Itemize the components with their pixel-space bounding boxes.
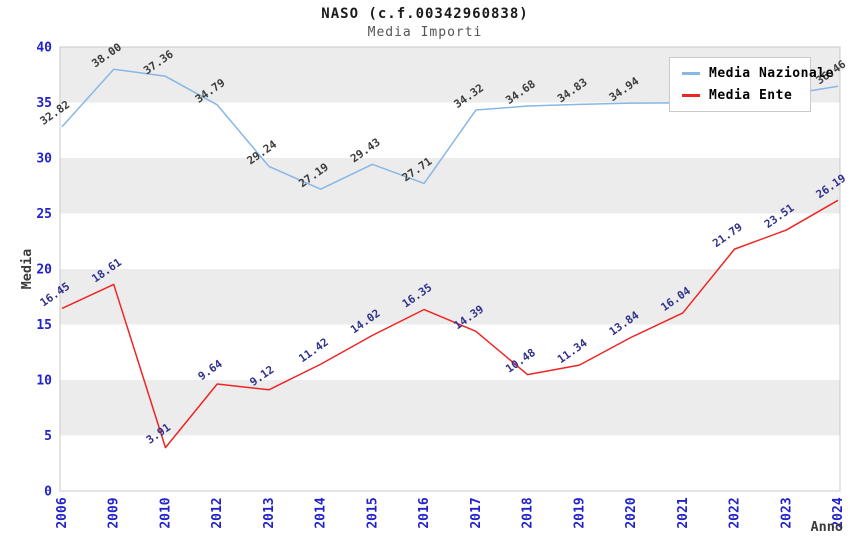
x-tick-label: 2015 bbox=[365, 497, 380, 528]
x-tick-label: 2020 bbox=[624, 497, 639, 528]
chart-subtitle: Media Importi bbox=[367, 24, 483, 40]
grid-band bbox=[60, 380, 840, 436]
x-tick-label: 2009 bbox=[107, 497, 122, 528]
y-tick-label: 35 bbox=[36, 96, 52, 111]
x-tick-label: 2017 bbox=[469, 497, 484, 528]
x-tick-label: 2019 bbox=[572, 497, 587, 528]
x-tick-label: 2016 bbox=[417, 497, 432, 528]
legend-entry-media-ente: Media Ente bbox=[682, 88, 800, 103]
y-tick-label: 10 bbox=[36, 374, 52, 389]
y-tick-label: 0 bbox=[44, 485, 52, 500]
y-tick-label: 40 bbox=[36, 41, 52, 56]
x-tick-label: 2018 bbox=[521, 497, 536, 528]
x-tick-label: 2006 bbox=[55, 497, 70, 528]
x-tick-label: 2013 bbox=[262, 497, 277, 528]
y-tick-label: 30 bbox=[36, 152, 52, 167]
x-axis-title: Anno bbox=[810, 519, 843, 535]
x-tick-label: 2010 bbox=[158, 497, 173, 528]
x-tick-label: 2012 bbox=[210, 497, 225, 528]
media-ente-swatch-icon bbox=[682, 94, 700, 97]
chart-header: NASO (c.f.00342960838) Media Importi bbox=[0, 5, 850, 41]
data-point-label: 9.64 bbox=[196, 357, 225, 383]
grid-band bbox=[60, 269, 840, 325]
y-tick-label: 15 bbox=[36, 318, 52, 333]
x-tick-label: 2014 bbox=[314, 497, 329, 528]
legend-entry-media-nazionale: Media Nazionale bbox=[682, 66, 833, 81]
data-point-label: 21.79 bbox=[710, 220, 745, 250]
grid-band bbox=[60, 158, 840, 214]
y-tick-label: 25 bbox=[36, 207, 52, 222]
plot-border bbox=[59, 46, 841, 492]
legend-label-media-nazionale: Media Nazionale bbox=[709, 66, 834, 81]
x-tick-label: 2024 bbox=[831, 497, 846, 528]
x-tick-label: 2023 bbox=[779, 497, 794, 528]
y-tick-label: 5 bbox=[44, 429, 52, 444]
y-axis-title: Media bbox=[19, 249, 35, 290]
media-nazionale-swatch-icon bbox=[682, 72, 700, 75]
series-line-media-ente bbox=[61, 199, 839, 449]
legend-label-media-ente: Media Ente bbox=[709, 88, 793, 103]
legend: Media Nazionale Media Ente bbox=[669, 57, 833, 112]
x-tick-label: 2022 bbox=[728, 497, 743, 528]
data-point-label: 10.48 bbox=[503, 346, 538, 376]
x-tick-label: 2021 bbox=[676, 497, 691, 528]
chart-title: NASO (c.f.00342960838) bbox=[321, 6, 529, 22]
y-tick-label: 20 bbox=[36, 263, 52, 278]
